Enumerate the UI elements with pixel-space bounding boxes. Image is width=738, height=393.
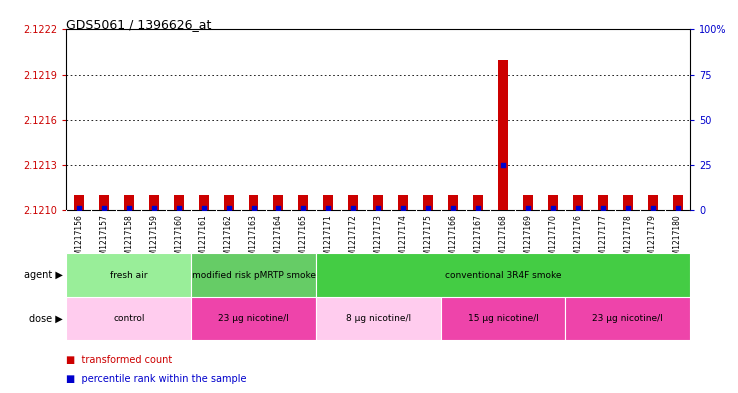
Text: GSM1217177: GSM1217177: [599, 215, 607, 265]
Bar: [448, 195, 458, 210]
Text: GSM1217159: GSM1217159: [149, 215, 158, 265]
Bar: [74, 195, 84, 210]
Point: [472, 205, 484, 211]
Text: control: control: [113, 314, 145, 323]
Bar: [66, 297, 191, 340]
Point: [646, 205, 658, 211]
Text: GSM1217170: GSM1217170: [548, 215, 557, 265]
Text: GSM1217168: GSM1217168: [498, 215, 508, 265]
Point: [98, 205, 110, 211]
Point: [73, 205, 85, 211]
Point: [297, 205, 309, 211]
Text: GSM1217178: GSM1217178: [623, 215, 632, 265]
Text: 8 μg nicotine/l: 8 μg nicotine/l: [345, 314, 411, 323]
Bar: [249, 195, 258, 210]
Point: [672, 205, 683, 211]
Bar: [498, 60, 508, 210]
Point: [223, 205, 235, 211]
Text: modified risk pMRTP smoke: modified risk pMRTP smoke: [191, 271, 316, 279]
Bar: [124, 195, 134, 210]
Bar: [149, 195, 159, 210]
Text: GSM1217175: GSM1217175: [424, 215, 432, 265]
Bar: [672, 195, 683, 210]
Text: GSM1217165: GSM1217165: [299, 215, 308, 265]
Text: GSM1217166: GSM1217166: [449, 215, 458, 265]
Bar: [573, 195, 583, 210]
Text: GSM1217176: GSM1217176: [573, 215, 582, 265]
Text: GSM1217180: GSM1217180: [673, 215, 682, 265]
Point: [447, 205, 459, 211]
Bar: [399, 195, 408, 210]
Text: GSM1217157: GSM1217157: [100, 215, 108, 265]
Point: [572, 205, 584, 211]
Bar: [323, 195, 334, 210]
Point: [547, 205, 559, 211]
Bar: [548, 195, 558, 210]
Text: 23 μg nicotine/l: 23 μg nicotine/l: [593, 314, 663, 323]
Point: [373, 205, 384, 211]
Point: [123, 205, 135, 211]
Bar: [565, 297, 690, 340]
Point: [248, 205, 260, 211]
Bar: [191, 253, 316, 297]
Bar: [523, 195, 533, 210]
Point: [422, 205, 434, 211]
Bar: [423, 195, 433, 210]
Point: [198, 205, 210, 211]
Bar: [316, 297, 441, 340]
Text: GSM1217164: GSM1217164: [274, 215, 283, 265]
Point: [522, 205, 534, 211]
Bar: [298, 195, 308, 210]
Bar: [598, 195, 607, 210]
Bar: [441, 297, 565, 340]
Text: GSM1217162: GSM1217162: [224, 215, 233, 265]
Bar: [348, 195, 358, 210]
Text: fresh air: fresh air: [110, 271, 148, 279]
Text: ■  percentile rank within the sample: ■ percentile rank within the sample: [66, 374, 247, 384]
Point: [323, 205, 334, 211]
Text: ■  transformed count: ■ transformed count: [66, 354, 173, 365]
Text: GSM1217160: GSM1217160: [174, 215, 183, 265]
Point: [622, 205, 634, 211]
Text: GSM1217171: GSM1217171: [324, 215, 333, 265]
Text: GSM1217158: GSM1217158: [124, 215, 134, 265]
Text: conventional 3R4F smoke: conventional 3R4F smoke: [445, 271, 561, 279]
Text: 15 μg nicotine/l: 15 μg nicotine/l: [467, 314, 539, 323]
Bar: [99, 195, 108, 210]
Bar: [648, 195, 658, 210]
Text: GSM1217161: GSM1217161: [199, 215, 208, 265]
Text: GSM1217169: GSM1217169: [523, 215, 532, 265]
Bar: [373, 195, 383, 210]
Bar: [191, 297, 316, 340]
Point: [272, 205, 284, 211]
Text: agent ▶: agent ▶: [24, 270, 63, 280]
Bar: [274, 195, 283, 210]
Point: [497, 162, 509, 168]
Text: GSM1217179: GSM1217179: [648, 215, 657, 265]
Point: [397, 205, 409, 211]
Bar: [66, 253, 191, 297]
Bar: [224, 195, 233, 210]
Text: GSM1217156: GSM1217156: [75, 215, 83, 265]
Bar: [473, 195, 483, 210]
Point: [148, 205, 159, 211]
Text: GSM1217167: GSM1217167: [474, 215, 483, 265]
Bar: [199, 195, 209, 210]
Text: GSM1217172: GSM1217172: [349, 215, 358, 265]
Point: [348, 205, 359, 211]
Text: 23 μg nicotine/l: 23 μg nicotine/l: [218, 314, 289, 323]
Point: [173, 205, 184, 211]
Bar: [623, 195, 632, 210]
Text: GDS5061 / 1396626_at: GDS5061 / 1396626_at: [66, 18, 212, 31]
Bar: [316, 253, 690, 297]
Text: dose ▶: dose ▶: [29, 313, 63, 323]
Text: GSM1217174: GSM1217174: [399, 215, 407, 265]
Text: GSM1217173: GSM1217173: [373, 215, 383, 265]
Point: [597, 205, 609, 211]
Text: GSM1217163: GSM1217163: [249, 215, 258, 265]
Bar: [173, 195, 184, 210]
